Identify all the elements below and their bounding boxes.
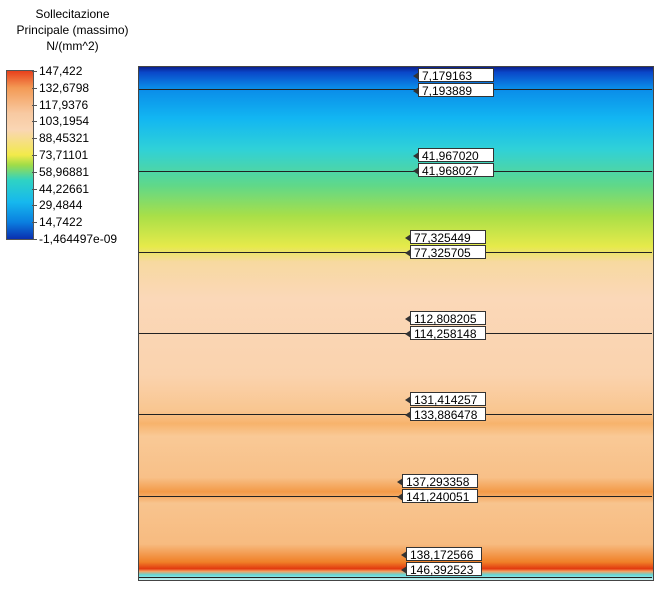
legend-label: -1,464497e-09	[39, 232, 118, 246]
legend-label: 147,422	[39, 64, 83, 78]
contour-line	[139, 333, 652, 334]
probe-label: 138,172566	[401, 547, 482, 562]
model-view	[138, 66, 654, 581]
legend-tick	[32, 239, 37, 240]
probe-label: 141,240051	[397, 489, 478, 504]
probe-label: 112,808205	[405, 311, 486, 326]
legend-tick	[32, 171, 37, 173]
legend-label: 103,1954	[39, 114, 90, 129]
contour-line	[139, 171, 652, 172]
legend-tick	[32, 87, 37, 89]
legend-label: 88,45321	[39, 131, 90, 146]
probe-label: 146,392523	[401, 562, 482, 577]
contour-line	[139, 496, 652, 497]
probe-label: 114,258148	[405, 326, 486, 341]
legend-title: N/(mm^2)	[46, 39, 99, 53]
color-bar	[6, 70, 34, 240]
legend-tick	[32, 138, 37, 140]
contour-line	[139, 577, 652, 578]
legend-label: 29,4844	[39, 198, 83, 213]
contour-line	[139, 252, 652, 253]
legend-label: 117,9376	[39, 97, 89, 112]
legend-tick	[32, 205, 37, 207]
legend-title: Principale (massimo)	[16, 23, 129, 37]
legend-label: 58,96881	[39, 164, 90, 179]
legend-tick	[32, 222, 37, 224]
legend-tick	[32, 121, 37, 123]
probe-label: 131,414257	[405, 392, 486, 407]
probe-label: 7,193889	[413, 83, 494, 98]
probe-label: 41,967020	[413, 148, 494, 163]
probe-label: 7,179163	[413, 68, 494, 83]
probe-label: 77,325705	[405, 245, 486, 260]
probe-label: 137,293358	[397, 474, 478, 489]
probe-label: 77,325449	[405, 230, 486, 245]
legend-tick	[32, 155, 37, 156]
legend-label: 44,22661	[39, 181, 90, 196]
legend-tick	[32, 71, 37, 72]
probe-label: 41,968027	[413, 163, 494, 178]
legend-tick	[32, 104, 37, 106]
legend-label: 132,6798	[39, 80, 90, 95]
legend-label: 14,7422	[39, 215, 83, 230]
legend-title: Sollecitazione	[35, 7, 110, 21]
probe-label: 133,886478	[405, 407, 486, 422]
contour-line	[139, 89, 652, 90]
legend-tick	[32, 188, 37, 190]
contour-line	[139, 414, 652, 415]
legend-label: 73,71101	[39, 148, 89, 162]
